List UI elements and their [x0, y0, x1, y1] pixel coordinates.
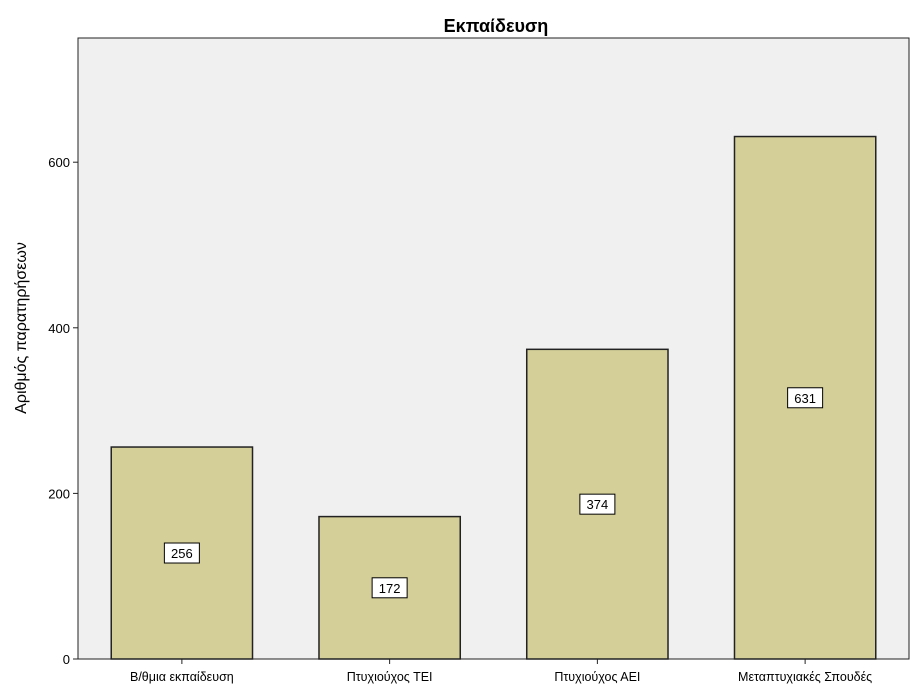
- y-tick-label-4: 600: [48, 155, 70, 170]
- x-tick-label-1: Β/θμια εκπαίδευση: [130, 670, 234, 684]
- x-tick-label-2: Πτυχιούχος ΤΕΙ: [347, 670, 433, 684]
- y-tick-label-1: 0: [63, 652, 70, 667]
- data-label-box-3: [579, 493, 616, 515]
- data-label-2: 172: [379, 581, 401, 596]
- x-tick-label-3: Πτυχιούχος ΑΕΙ: [554, 670, 640, 684]
- y-axis-title: Αριθμός παρατηρήσεων: [13, 242, 30, 414]
- x-axis: Β/θμια εκπαίδευση Πτυχιούχος ΤΕΙ Πτυχιούχο…: [130, 659, 872, 684]
- data-label-1: 256: [171, 546, 193, 561]
- y-tick-label-3: 400: [48, 321, 70, 336]
- data-label-box-4: [787, 387, 824, 409]
- x-tick-label-4: Μεταπτυχιακές Σπουδές: [738, 670, 872, 684]
- data-label-4: 631: [794, 391, 816, 406]
- data-label-3: 374: [587, 497, 609, 512]
- bars-layer: 256 172 374 631: [110, 135, 877, 660]
- y-tick-label-2: 200: [48, 486, 70, 501]
- chart-title: Εκπαίδευση: [444, 16, 549, 36]
- y-axis: 0 200 400 600: [48, 155, 78, 667]
- data-label-box-1: [163, 542, 200, 564]
- data-label-box-2: [371, 577, 408, 599]
